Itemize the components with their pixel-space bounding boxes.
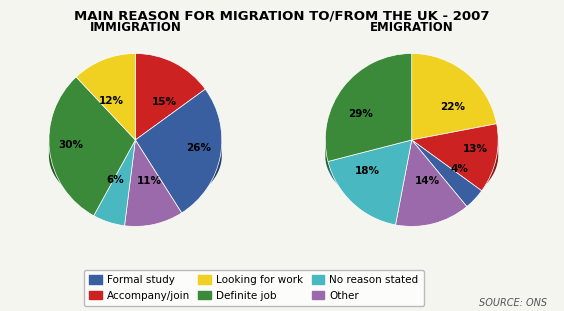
Text: 29%: 29% (348, 109, 373, 119)
Wedge shape (412, 140, 482, 207)
Wedge shape (412, 124, 498, 191)
Text: 13%: 13% (462, 144, 487, 154)
Wedge shape (135, 53, 205, 140)
Text: 11%: 11% (137, 176, 162, 186)
Text: 15%: 15% (152, 97, 177, 107)
Title: EMIGRATION: EMIGRATION (370, 21, 453, 34)
Wedge shape (94, 140, 135, 226)
Text: MAIN REASON FOR MIGRATION TO/FROM THE UK - 2007: MAIN REASON FOR MIGRATION TO/FROM THE UK… (74, 9, 490, 22)
Wedge shape (328, 140, 412, 225)
Wedge shape (135, 89, 222, 213)
Text: 4%: 4% (450, 164, 468, 174)
Polygon shape (395, 183, 467, 212)
Wedge shape (412, 53, 497, 140)
Polygon shape (328, 154, 395, 211)
Text: 12%: 12% (99, 96, 124, 106)
Polygon shape (482, 141, 498, 188)
Polygon shape (125, 188, 182, 212)
Wedge shape (49, 77, 135, 216)
Polygon shape (325, 143, 328, 169)
Text: 14%: 14% (415, 176, 440, 186)
Polygon shape (467, 173, 482, 199)
Title: IMMIGRATION: IMMIGRATION (90, 21, 181, 34)
Wedge shape (325, 53, 412, 161)
Wedge shape (125, 140, 182, 226)
Polygon shape (182, 143, 222, 203)
Legend: Formal study, Accompany/join, Looking for work, Definite job, No reason stated, : Formal study, Accompany/join, Looking fo… (84, 270, 424, 306)
Text: 30%: 30% (59, 140, 83, 150)
Text: 22%: 22% (440, 102, 465, 113)
Polygon shape (94, 189, 125, 211)
Polygon shape (49, 142, 94, 205)
Wedge shape (76, 53, 135, 140)
Text: 6%: 6% (107, 175, 124, 185)
Wedge shape (395, 140, 467, 226)
Text: 18%: 18% (355, 166, 380, 176)
Text: 26%: 26% (187, 143, 212, 153)
Text: SOURCE: ONS: SOURCE: ONS (479, 298, 547, 308)
